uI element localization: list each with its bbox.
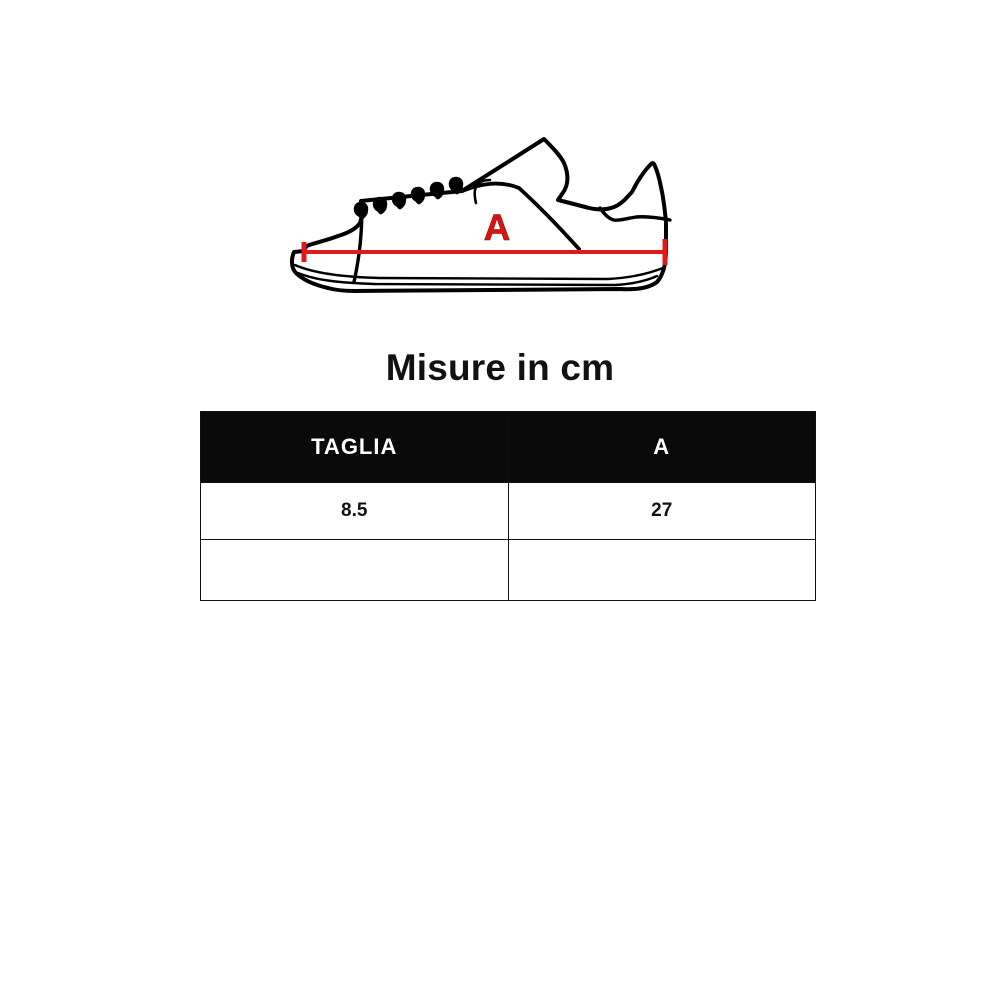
- svg-text:A: A: [484, 207, 511, 248]
